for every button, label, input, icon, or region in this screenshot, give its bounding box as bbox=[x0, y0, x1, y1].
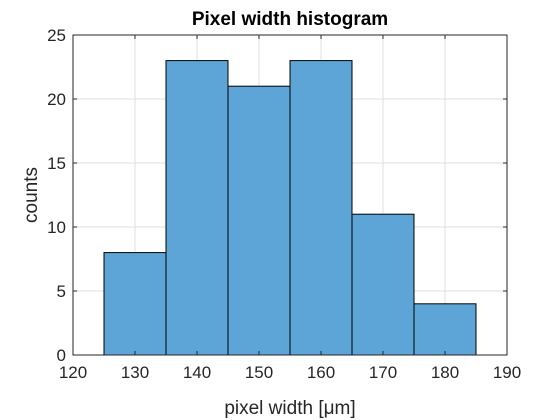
bars bbox=[103, 60, 477, 356]
x-tick-label: 120 bbox=[59, 363, 87, 382]
y-tick-label: 5 bbox=[57, 282, 66, 301]
x-tick-label: 160 bbox=[307, 363, 335, 382]
histogram-bar bbox=[165, 60, 229, 356]
y-tick-label: 0 bbox=[57, 346, 66, 365]
plot-frame bbox=[72, 34, 508, 356]
histogram-bar bbox=[289, 60, 353, 356]
x-tick-label: 140 bbox=[183, 363, 211, 382]
y-axis-label: counts bbox=[21, 167, 42, 223]
x-tick-label: 170 bbox=[369, 363, 397, 382]
x-tick-label: 130 bbox=[121, 363, 149, 382]
histogram-bar bbox=[351, 213, 415, 356]
chart-title: Pixel width histogram bbox=[192, 9, 388, 30]
histogram-bar bbox=[413, 303, 477, 356]
histogram-bar bbox=[103, 252, 167, 356]
histogram-bar bbox=[227, 85, 291, 356]
x-tick-label: 150 bbox=[245, 363, 273, 382]
y-tick-label: 15 bbox=[47, 154, 66, 173]
x-axis-label: pixel width [μm] bbox=[224, 398, 355, 419]
x-tick-label: 190 bbox=[493, 363, 521, 382]
y-tick-label: 25 bbox=[47, 26, 66, 45]
x-tick-label: 180 bbox=[431, 363, 459, 382]
ticks: 120 130 140 150 160 170 180 190 0 5 10 15 20 25 bbox=[47, 26, 521, 382]
y-tick-label: 20 bbox=[47, 90, 66, 109]
y-tick-label: 10 bbox=[47, 218, 66, 237]
